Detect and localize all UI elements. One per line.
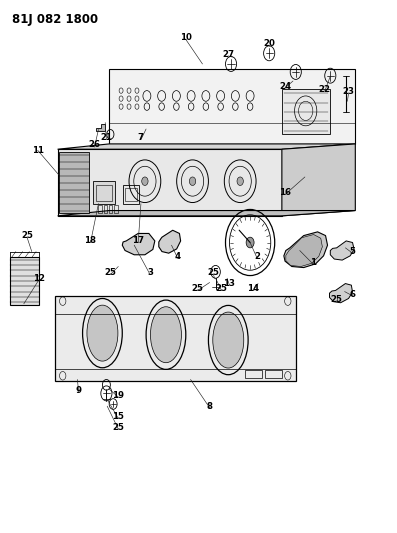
- Polygon shape: [58, 211, 355, 216]
- Polygon shape: [59, 152, 89, 213]
- Text: 12: 12: [33, 274, 45, 282]
- Bar: [265, 370, 282, 378]
- Polygon shape: [58, 144, 355, 149]
- Polygon shape: [122, 233, 155, 255]
- Text: 6: 6: [349, 290, 356, 298]
- Text: 9: 9: [75, 386, 82, 394]
- Text: 2: 2: [254, 253, 260, 261]
- Circle shape: [237, 177, 243, 185]
- Bar: [245, 370, 262, 378]
- Text: 24: 24: [279, 82, 291, 91]
- Polygon shape: [10, 257, 39, 305]
- Bar: [109, 205, 112, 213]
- Circle shape: [189, 177, 196, 185]
- Circle shape: [142, 177, 148, 185]
- Text: 4: 4: [175, 253, 181, 261]
- Text: 25: 25: [104, 269, 116, 277]
- Text: 27: 27: [222, 50, 234, 59]
- Bar: [114, 205, 118, 213]
- Text: 21: 21: [100, 133, 112, 142]
- Bar: [125, 188, 137, 201]
- Text: 10: 10: [180, 33, 192, 42]
- Polygon shape: [159, 230, 181, 253]
- Polygon shape: [282, 144, 355, 216]
- Bar: [123, 185, 139, 204]
- Polygon shape: [109, 69, 355, 144]
- Ellipse shape: [87, 305, 118, 361]
- Text: 15: 15: [112, 413, 124, 421]
- Text: 25: 25: [331, 295, 343, 304]
- Text: 19: 19: [112, 391, 124, 400]
- Polygon shape: [55, 296, 296, 381]
- Polygon shape: [286, 235, 322, 266]
- Ellipse shape: [213, 312, 244, 368]
- Polygon shape: [96, 124, 105, 131]
- Bar: [93, 181, 115, 204]
- Text: 25: 25: [208, 269, 220, 277]
- Bar: [96, 185, 112, 201]
- Text: 5: 5: [350, 247, 355, 256]
- Text: 22: 22: [319, 85, 331, 94]
- Text: 81J 082 1800: 81J 082 1800: [12, 13, 98, 26]
- Text: 25: 25: [216, 285, 227, 293]
- Polygon shape: [284, 232, 328, 268]
- Bar: [282, 89, 330, 134]
- Text: 25: 25: [112, 423, 124, 432]
- Text: 23: 23: [343, 87, 355, 96]
- Polygon shape: [330, 284, 353, 303]
- Text: 11: 11: [32, 146, 44, 155]
- Text: 26: 26: [89, 141, 100, 149]
- Text: 17: 17: [132, 237, 144, 245]
- Circle shape: [246, 237, 254, 248]
- Polygon shape: [58, 149, 282, 216]
- Ellipse shape: [150, 306, 181, 362]
- Bar: [98, 205, 102, 213]
- Text: 13: 13: [224, 279, 235, 288]
- Text: 3: 3: [147, 269, 153, 277]
- Text: 16: 16: [279, 189, 291, 197]
- Polygon shape: [330, 241, 354, 260]
- Text: 18: 18: [85, 237, 96, 245]
- Text: 1: 1: [310, 258, 316, 266]
- Text: 25: 25: [192, 285, 204, 293]
- Text: 8: 8: [206, 402, 213, 410]
- Text: 7: 7: [138, 133, 144, 142]
- Text: 25: 25: [21, 231, 33, 240]
- Text: 14: 14: [247, 285, 259, 293]
- Bar: [104, 205, 107, 213]
- Text: 20: 20: [263, 39, 275, 48]
